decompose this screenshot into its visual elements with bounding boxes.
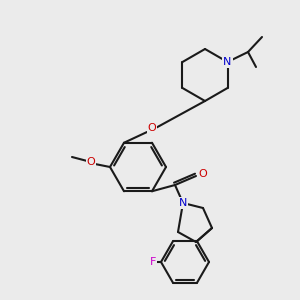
Text: F: F — [150, 257, 156, 267]
Text: O: O — [148, 123, 156, 133]
Text: N: N — [179, 198, 187, 208]
Text: N: N — [223, 57, 232, 67]
Text: O: O — [199, 169, 207, 179]
Text: O: O — [87, 157, 95, 167]
